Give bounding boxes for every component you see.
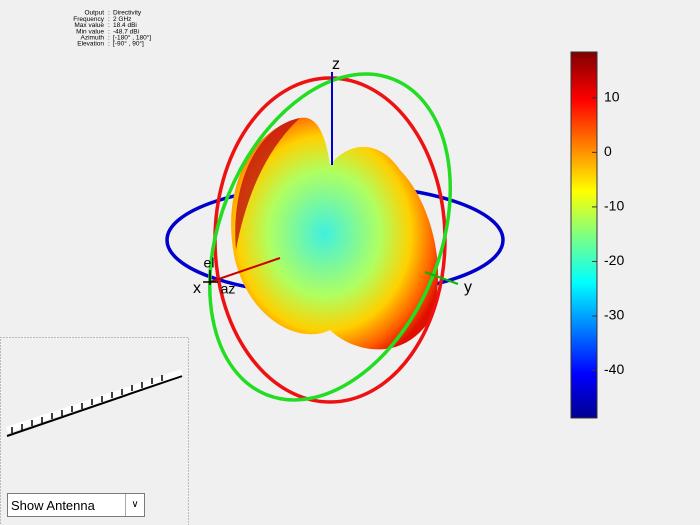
info-label: Max value [74,22,104,29]
colorbar [570,51,598,419]
antenna-dropdown[interactable]: Show Antenna ∨ [7,493,145,517]
info-label: Frequency [73,16,104,23]
info-sep: : [108,35,110,42]
info-value: 2 GHz [113,16,131,23]
info-label: Output [84,10,104,17]
axis-label-z: z [332,56,340,73]
colorbar-tick-label: -30 [604,307,624,323]
colorbar-tick-label: -40 [604,361,624,377]
axis-label-az: az [221,281,236,297]
info-sep: : [108,41,110,48]
info-sep: : [108,28,110,35]
info-sep: : [108,16,110,23]
info-value: Directivity [113,10,142,17]
info-sep: : [108,22,110,29]
axis-label-el: el [204,255,215,271]
info-label: Elevation [77,41,104,48]
info-label: Min value [76,28,104,35]
colorbar-tick-label: -20 [604,252,624,268]
antenna-drawing [6,369,183,437]
colorbar-tick-label: -10 [604,198,624,214]
colorbar-tick-label: 0 [604,143,612,159]
axis-label-x: x [193,280,201,297]
info-value: [-90° , 90°] [113,40,144,48]
dropdown-text: Show Antenna [11,498,95,513]
info-value: [-180° , 180°] [113,34,151,42]
info-value: 18.4 dBi [113,22,137,29]
colorbar-tick-label: 10 [604,89,620,105]
info-label: Azimuth [81,35,105,42]
dropdown-arrow[interactable]: ∨ [125,494,144,516]
radiation-pattern [165,72,505,404]
axis-label-y: y [464,279,472,296]
info-value: -48.7 dBi [113,28,139,35]
info-sep: : [108,10,110,17]
antenna-panel [0,337,189,525]
